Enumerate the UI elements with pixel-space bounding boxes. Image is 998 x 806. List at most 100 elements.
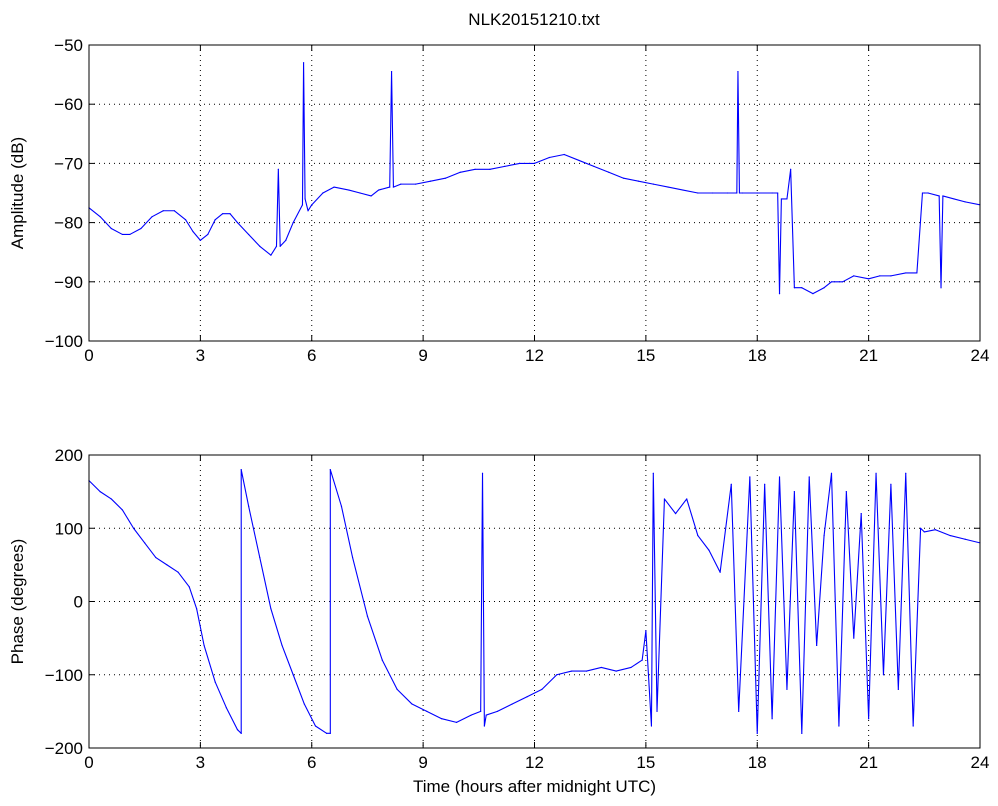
amplitude-data-point [140, 227, 142, 230]
amplitude-x-tick-label: 24 [971, 346, 990, 365]
amplitude-data-point [953, 198, 955, 200]
phase-y-tick-label: −200 [45, 739, 83, 758]
phase-data-point [214, 681, 216, 683]
phase-data-point [845, 491, 847, 493]
amplitude-x-tick-label: 12 [525, 346, 544, 365]
amplitude-data-point [214, 219, 216, 221]
amplitude-data-point [275, 245, 278, 247]
phase-data-point [905, 472, 907, 474]
amplitude-data-point [812, 293, 814, 295]
phase-data-point [756, 732, 758, 734]
amplitude-x-tick-label: 3 [196, 346, 205, 365]
phase-x-tick-label: 12 [525, 753, 544, 772]
amplitude-data-point [938, 195, 940, 197]
phase-data-point [203, 644, 205, 647]
phase-data-point [329, 469, 331, 471]
phase-data-point [314, 725, 317, 727]
phase-data-point [875, 472, 877, 474]
amplitude-data-point [736, 192, 738, 194]
phase-data-point [650, 725, 653, 727]
amplitude-data-point [400, 183, 402, 185]
phase-data-point [483, 725, 485, 727]
phase-data-point [615, 670, 617, 672]
amplitude-data-point [793, 287, 795, 289]
phase-data-point [121, 509, 124, 511]
phase-data-point [949, 534, 951, 537]
phase-data-point [793, 491, 795, 493]
phase-data-point [303, 703, 305, 705]
amplitude-data-point [623, 177, 625, 179]
phase-data-point [396, 688, 398, 691]
amplitude-data-point [519, 162, 521, 164]
phase-data-point [730, 483, 732, 485]
amplitude-panel: 0 3 6 9 12 15 18 21 24 −100 −90 −80 −70 −60 −50 Amplitu… [8, 36, 989, 365]
amplitude-data-point [489, 168, 491, 170]
amplitude-x-tick-label: 21 [859, 346, 878, 365]
amplitude-data-point [322, 192, 324, 194]
phase-data-point [340, 505, 343, 507]
phase-data-point [964, 538, 966, 540]
chart-title: NLK20151210.txt [468, 10, 600, 29]
amplitude-data-point [712, 192, 714, 194]
phase-data-point [166, 564, 168, 566]
phase-data-point [485, 714, 487, 716]
phase-data-point [686, 498, 688, 500]
phase-data-point [177, 571, 179, 573]
amplitude-data-point [608, 171, 610, 173]
phase-x-tick-label: 9 [418, 753, 427, 772]
amplitude-data-point [786, 198, 788, 200]
amplitude-data-point [578, 159, 580, 162]
phase-data-point [541, 688, 543, 691]
amplitude-data-point [964, 201, 966, 203]
phase-data-point [426, 710, 428, 712]
phase-data-point [381, 659, 383, 661]
phase-data-point [764, 483, 766, 485]
amplitude-data-point [637, 180, 640, 182]
phase-data-point [838, 725, 840, 727]
amplitude-data-point [99, 216, 101, 218]
phase-data-point [786, 688, 788, 691]
phase-x-tick-label: 15 [636, 753, 655, 772]
amplitude-data-point [879, 275, 881, 277]
phase-data-point [934, 529, 937, 531]
amplitude-data-point [777, 192, 779, 194]
phase-data-point [411, 703, 413, 705]
phase-data-point [248, 505, 250, 507]
amplitude-data-point [667, 186, 669, 188]
amplitude-data-point [771, 192, 773, 194]
amplitude-data-point [207, 233, 209, 236]
phase-data-point [441, 718, 443, 720]
phase-data-point [778, 476, 781, 478]
phase-data-point [816, 644, 818, 647]
amplitude-data-point [279, 245, 281, 247]
phase-y-tick-label: 200 [55, 446, 83, 465]
amplitude-series-line [88, 62, 981, 295]
phase-data-point [823, 534, 825, 537]
amplitude-data-point [192, 230, 194, 233]
phase-data-point [225, 707, 227, 709]
phase-data-point [526, 696, 528, 698]
amplitude-data-point [823, 287, 825, 289]
phase-data-point [366, 615, 369, 617]
phase-data-point [882, 674, 885, 676]
amplitude-data-point [229, 213, 231, 215]
amplitude-data-point [652, 183, 654, 185]
phase-x-tick-label: 0 [84, 753, 93, 772]
amplitude-data-point [697, 192, 699, 194]
amplitude-data-point [259, 245, 261, 247]
phase-x-tick-label: 21 [859, 753, 878, 772]
amplitude-data-point [359, 192, 361, 194]
amplitude-data-point [593, 165, 595, 167]
amplitude-data-point [444, 177, 446, 179]
amplitude-data-point [333, 186, 335, 188]
amplitude-data-point [311, 204, 313, 206]
amplitude-data-point [923, 192, 925, 194]
amplitude-data-point [790, 168, 792, 170]
phase-data-point [571, 670, 573, 672]
phase-data-point [860, 513, 862, 515]
phase-data-point [719, 571, 721, 573]
amplitude-data-point [301, 204, 304, 206]
phase-x-tick-label: 24 [971, 753, 990, 772]
amplitude-data-point [741, 192, 744, 194]
phase-data-point [585, 670, 588, 672]
